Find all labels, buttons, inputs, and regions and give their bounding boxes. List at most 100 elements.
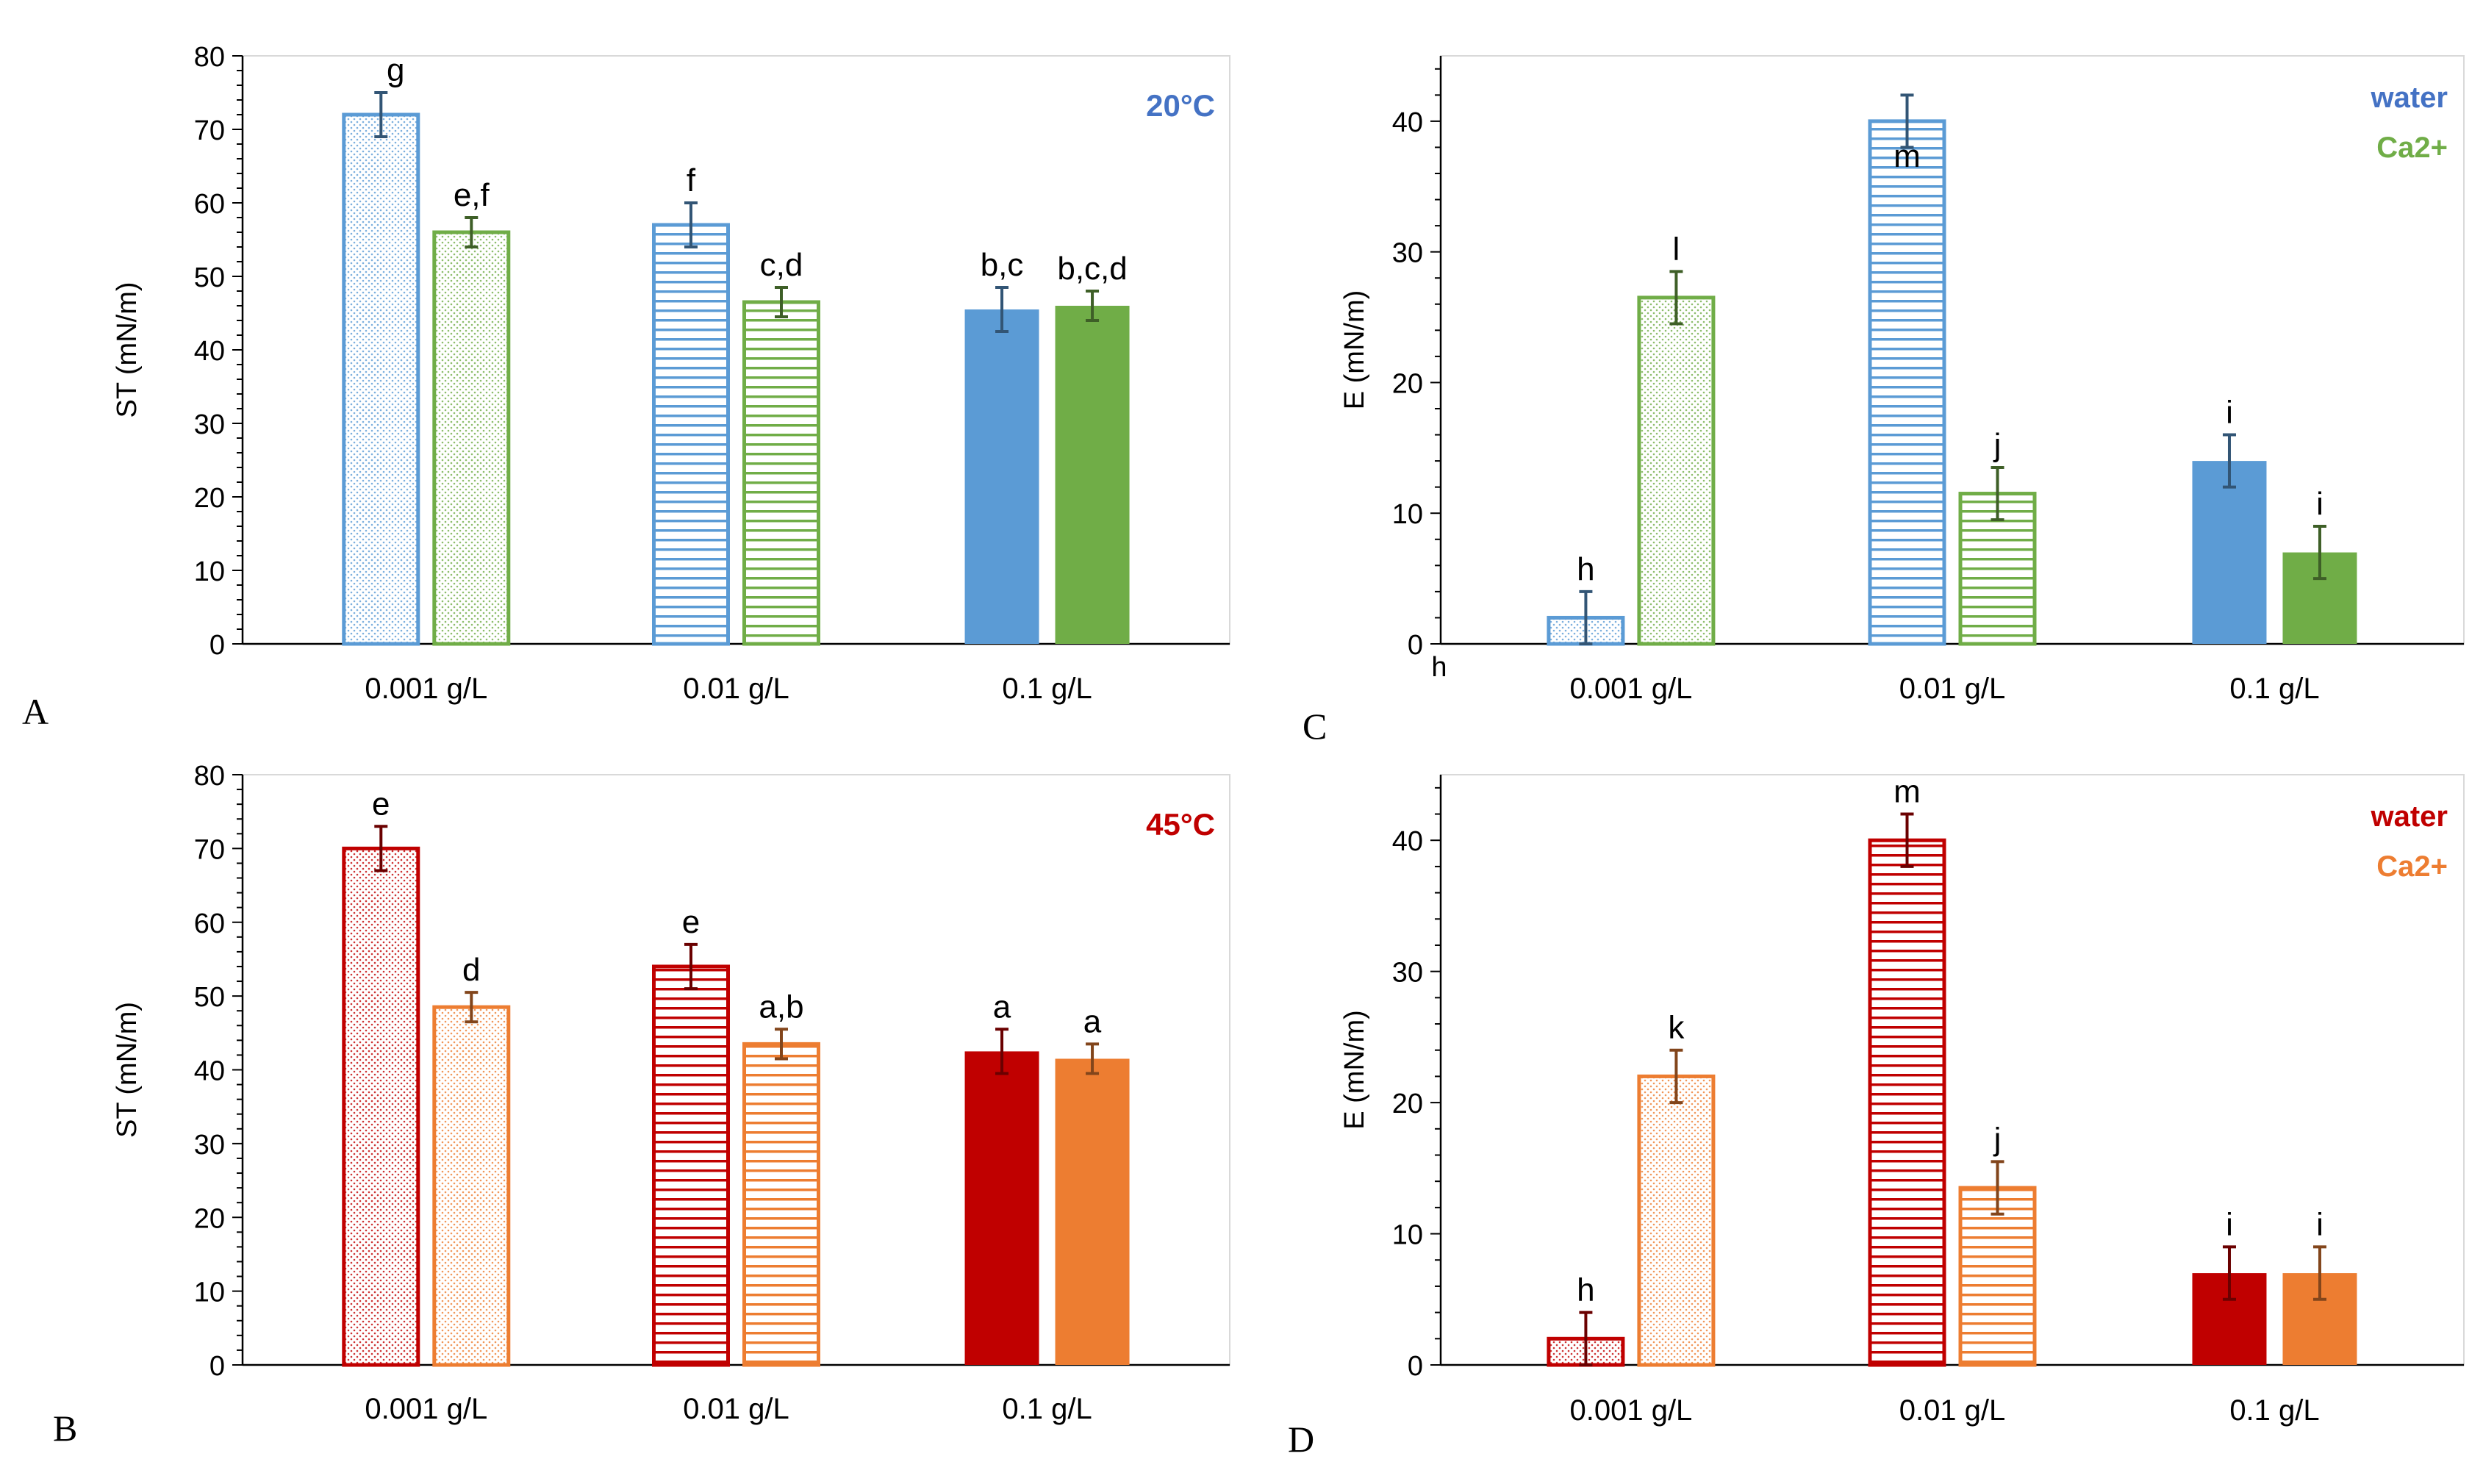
- y-tick-label: 0: [209, 630, 225, 661]
- chart-panel-d: 0 10 20 30 40 E (mN/m) 0.001 g/L h k 0.01 g/L m j 0.…: [1288, 774, 2465, 1460]
- legend-entry-ca2: Ca2+: [2376, 132, 2448, 164]
- y-tick-label: 50: [194, 982, 225, 1013]
- bar-ca2-0-001-g-l: [1637, 1074, 1716, 1367]
- error-bar-ca2-0-001-g-l: [465, 991, 479, 1024]
- error-bar-water-0-01-g-l: [1900, 93, 1914, 149]
- error-bar-water-0-01-g-l: [684, 942, 698, 991]
- x-category-label: 0.1 g/L: [2229, 1394, 2319, 1427]
- error-bar-ca2-0-01-g-l: [1991, 1160, 2004, 1216]
- error-bar-water-0-1-g-l: [995, 1028, 1009, 1075]
- significance-letter: k: [1668, 1010, 1685, 1046]
- temperature-annotation: 45°C: [1146, 807, 1215, 842]
- y-tick-label: 0: [1408, 630, 1423, 661]
- y-axis-title: ST (mN/m): [112, 282, 143, 417]
- y-tick-label: 10: [1392, 499, 1423, 530]
- error-bar-water-0-001-g-l: [1579, 589, 1593, 645]
- bar-water-0-1-g-l: [964, 1051, 1039, 1365]
- panel-letter: D: [1288, 1419, 1314, 1460]
- bar-water-0-01-g-l: [1868, 119, 1946, 646]
- chart-panel-a: 0 10 20 30 40 50 60 70 80 ST (mN/m) 0.001 g/L g e,f 0…: [22, 42, 1230, 732]
- significance-letter: b,c,d: [1057, 251, 1127, 287]
- y-tick-label: 0: [209, 1351, 225, 1382]
- bar-water-0-01-g-l: [652, 223, 730, 646]
- panel-letter: C: [1303, 706, 1327, 747]
- y-tick-label: 10: [1392, 1220, 1423, 1251]
- x-category-label: 0.001 g/L: [365, 1393, 487, 1425]
- bar-water-0-1-g-l: [2192, 461, 2267, 644]
- significance-letter: j: [1993, 427, 2002, 463]
- y-tick-label: 80: [194, 761, 225, 792]
- y-axis-title: E (mN/m): [1339, 290, 1370, 410]
- significance-letter: a: [1083, 1003, 1102, 1039]
- error-bar-water-0-001-g-l: [374, 825, 388, 872]
- y-tick-label: 40: [1392, 826, 1423, 857]
- error-bar-water-0-01-g-l: [1900, 812, 1914, 868]
- significance-letter: i: [2316, 1206, 2323, 1242]
- x-category-label: 0.1 g/L: [1002, 673, 1092, 705]
- y-tick-label: 80: [194, 42, 225, 73]
- x-category-label: 0.001 g/L: [1569, 1394, 1692, 1427]
- error-bar-ca2-0-01-g-l: [775, 1028, 788, 1061]
- chart-panel-b: 0 10 20 30 40 50 60 70 80 ST (mN/m) 0.001 g/L e d 0.0…: [53, 761, 1230, 1449]
- bar-water-0-01-g-l: [652, 964, 730, 1367]
- significance-letter: f: [687, 162, 696, 198]
- bar-ca2-0-001-g-l: [432, 1005, 511, 1367]
- significance-letter: m: [1893, 774, 1921, 810]
- y-tick-label: 40: [194, 336, 225, 367]
- bar-water-0-1-g-l: [964, 309, 1039, 644]
- y-tick-label: 30: [1392, 238, 1423, 269]
- y-tick-label: 10: [194, 1277, 225, 1308]
- x-category-label: 0.01 g/L: [1899, 673, 2006, 705]
- y-tick-label: 30: [194, 409, 225, 440]
- y-axis-title: ST (mN/m): [112, 1002, 143, 1138]
- y-tick-label: 0: [1408, 1351, 1423, 1382]
- bar-ca2-0-001-g-l: [1637, 295, 1716, 646]
- bar-water-0-01-g-l: [1868, 838, 1946, 1367]
- y-tick-label: 70: [194, 115, 225, 146]
- error-bar-ca2-0-01-g-l: [1991, 466, 2004, 522]
- significance-letter: c,d: [760, 247, 803, 283]
- legend-entry-ca2: Ca2+: [2376, 850, 2448, 883]
- significance-letter: h: [1577, 551, 1594, 587]
- error-bar-ca2-0-1-g-l: [2312, 1245, 2326, 1301]
- error-bar-ca2-0-1-g-l: [2312, 525, 2326, 581]
- y-tick-label: 50: [194, 262, 225, 293]
- error-bar-water-0-1-g-l: [2222, 433, 2236, 489]
- error-bar-water-0-1-g-l: [995, 286, 1009, 333]
- significance-letter: m: [1893, 138, 1921, 174]
- legend-entry-water: water: [2371, 82, 2448, 114]
- significance-letter: i: [2226, 1206, 2233, 1242]
- panel-letter: B: [53, 1408, 77, 1449]
- significance-letter: l: [1673, 231, 1680, 267]
- x-category-label: 0.01 g/L: [1899, 1394, 2006, 1427]
- error-bar-water-0-1-g-l: [2222, 1245, 2236, 1301]
- legend-entry-water: water: [2371, 800, 2448, 833]
- error-bar-ca2-0-1-g-l: [1086, 290, 1100, 322]
- significance-letter: i: [2226, 395, 2233, 431]
- x-category-label: 0.1 g/L: [2229, 673, 2319, 705]
- error-bar-ca2-0-001-g-l: [1669, 1048, 1683, 1105]
- x-category-label: 0.1 g/L: [1002, 1393, 1092, 1425]
- y-tick-label: 20: [1392, 368, 1423, 399]
- y-tick-label: 60: [194, 189, 225, 220]
- bar-ca2-0-01-g-l: [742, 300, 820, 646]
- error-bar-water-0-001-g-l: [1579, 1311, 1593, 1366]
- x-category-label: 0.01 g/L: [683, 673, 789, 705]
- significance-letter: a,b: [759, 989, 803, 1025]
- error-bar-water-0-001-g-l: [374, 91, 388, 138]
- y-tick-label: 30: [1392, 958, 1423, 989]
- significance-letter: j: [1993, 1121, 2002, 1157]
- bar-water-0-001-g-l: [342, 846, 420, 1367]
- significance-letter: e,f: [454, 177, 490, 213]
- error-bar-ca2-0-01-g-l: [775, 286, 788, 318]
- significance-letter: a: [993, 989, 1011, 1025]
- y-tick-label: 30: [194, 1130, 225, 1161]
- error-bar-ca2-0-1-g-l: [1086, 1042, 1100, 1075]
- panel-letter: A: [22, 691, 49, 732]
- y-tick-label: 20: [1392, 1089, 1423, 1119]
- bar-ca2-0-001-g-l: [432, 230, 511, 646]
- bar-water-0-001-g-l: [342, 112, 420, 646]
- y-tick-label: 20: [194, 1203, 225, 1234]
- y-tick-label: 40: [194, 1056, 225, 1087]
- y-tick-label: 10: [194, 556, 225, 587]
